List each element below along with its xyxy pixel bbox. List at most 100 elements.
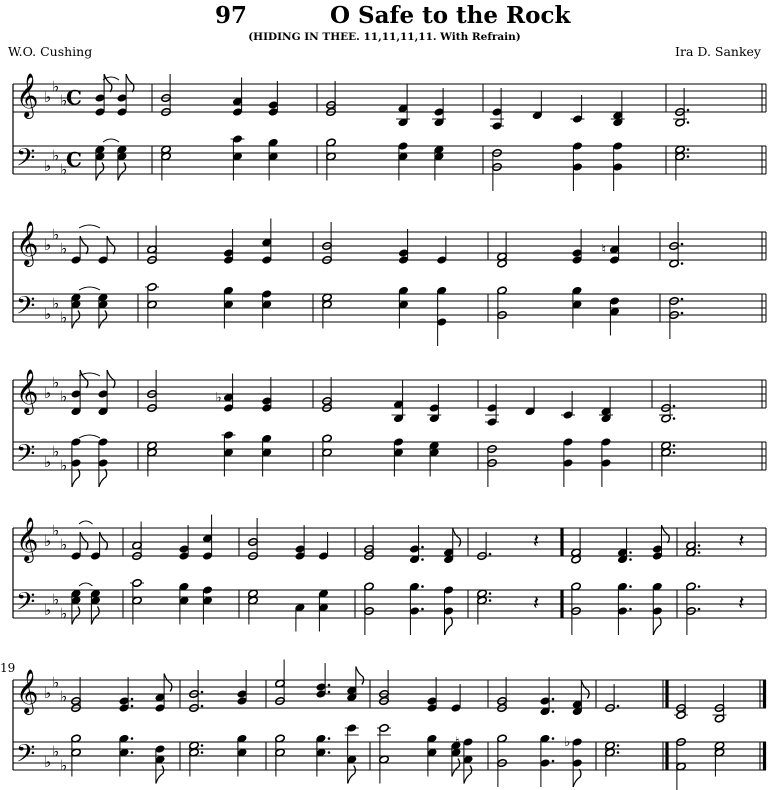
measure: [496, 286, 620, 339]
eighth-flag: [443, 616, 453, 636]
augmentation-dot: [680, 262, 684, 265]
tie: [102, 76, 120, 81]
tie: [78, 434, 101, 439]
quarter-rest: 𝄽: [533, 591, 539, 615]
measure: [71, 369, 116, 416]
augmentation-dot: [686, 148, 690, 151]
measure: [71, 434, 108, 488]
eighth-flag: [98, 468, 108, 488]
augmentation-dot: [680, 242, 684, 246]
eighth-flag: [155, 765, 165, 784]
measure: ♭: [146, 370, 272, 413]
hymn-title: O Safe to the Rock: [330, 2, 571, 29]
tie: [78, 372, 101, 377]
natural-sign: ♮: [602, 243, 607, 258]
augmentation-dot: [672, 404, 676, 408]
measure: [146, 218, 272, 265]
measure: [321, 377, 442, 423]
eighth-flag: [95, 162, 105, 181]
measure: [321, 434, 439, 477]
augmentation-dot: [200, 744, 204, 747]
tie: [78, 224, 101, 229]
augmentation-dot: [200, 690, 204, 694]
augmentation-dot: [697, 607, 701, 611]
measure: [188, 670, 247, 713]
key-signature-flat: ♭: [44, 684, 51, 702]
measure: ♮: [496, 225, 620, 268]
bass-staff: [13, 589, 766, 619]
key-signature-flat: ♭: [60, 309, 67, 327]
measure: [71, 520, 109, 560]
eighth-flag: [572, 768, 582, 788]
measure: [570, 524, 670, 564]
measure: [325, 138, 444, 181]
treble-staff: [13, 379, 766, 409]
quarter-rest: 𝄽: [533, 529, 539, 553]
eighth-flag: [71, 468, 81, 488]
augmentation-dot: [327, 683, 331, 687]
key-signature-flat: ♭: [44, 753, 51, 771]
measure: [674, 684, 727, 723]
bass-staff: [13, 441, 766, 471]
measure: [668, 222, 684, 268]
key-signature-flat: ♭: [44, 601, 51, 619]
key-signature-flat: ♭: [60, 536, 67, 554]
eighth-flag: [452, 528, 462, 547]
key-signature-flat: ♭: [60, 161, 67, 179]
augmentation-dot: [551, 710, 555, 713]
augmentation-dot: [551, 697, 555, 701]
augmentation-dot: [488, 599, 492, 602]
eighth-flag: [580, 680, 590, 699]
measure: [486, 438, 611, 487]
tie: [78, 582, 93, 587]
measure: [674, 145, 690, 181]
key-signature-flat: ♭: [52, 522, 59, 540]
augmentation-dot: [672, 444, 676, 447]
system-1: 𝄞𝄢♭♭♭♭♭♭CC: [12, 73, 767, 191]
augmentation-dot: [680, 311, 684, 315]
augmentation-dot: [629, 585, 632, 588]
key-signature-flat: ♭: [44, 453, 51, 471]
key-signature-flat: ♭: [44, 305, 51, 323]
augmentation-dot: [200, 751, 204, 754]
augmentation-dot: [686, 121, 690, 124]
common-time-signature: C: [66, 85, 82, 109]
key-signature-flat: ♭: [60, 757, 67, 775]
quarter-rest: 𝄽: [738, 591, 744, 615]
bass-clef-icon: 𝄢: [16, 292, 35, 327]
measure: [659, 384, 676, 423]
augmentation-dot: [697, 544, 701, 547]
measure: [70, 734, 165, 784]
measure: [363, 525, 462, 564]
key-signature-flat: ♭: [52, 295, 59, 313]
measure: [131, 514, 213, 561]
treble-staff: [13, 231, 766, 261]
eighth-flag: [90, 606, 100, 625]
augmentation-dot: [488, 552, 492, 556]
augmentation-dot: [629, 607, 632, 611]
measure-number: 19: [0, 661, 15, 675]
system-4: 𝄞𝄢♭♭♭♭♭♭𝄽 𝄽𝄽 𝄽: [12, 514, 767, 636]
bass-clef-icon: 𝄢: [16, 144, 35, 179]
treble-staff: [13, 527, 766, 557]
measure: 𝄽: [476, 529, 539, 561]
system-2: 𝄞𝄢♭♭♭♭♭♭♮: [12, 218, 767, 346]
measure: [673, 88, 690, 127]
augmentation-dot: [327, 737, 331, 740]
augmentation-dot: [672, 451, 676, 454]
common-time-signature: C: [66, 147, 82, 171]
key-signature-flat: ♭: [52, 78, 59, 96]
eighth-flag: [652, 616, 662, 636]
augmentation-dot: [130, 697, 134, 701]
eighth-flag: [98, 310, 108, 329]
augmentation-dot: [616, 704, 620, 708]
measure: [490, 88, 625, 130]
augmentation-dot: [421, 545, 424, 549]
measure: [71, 286, 108, 329]
flat-sign: ♭: [564, 735, 570, 750]
measure: [71, 224, 116, 264]
bass-clef-icon: 𝄢: [16, 440, 35, 475]
measure: [95, 73, 135, 116]
key-signature-flat: ♭: [44, 236, 51, 254]
eighth-flag: [117, 162, 127, 181]
